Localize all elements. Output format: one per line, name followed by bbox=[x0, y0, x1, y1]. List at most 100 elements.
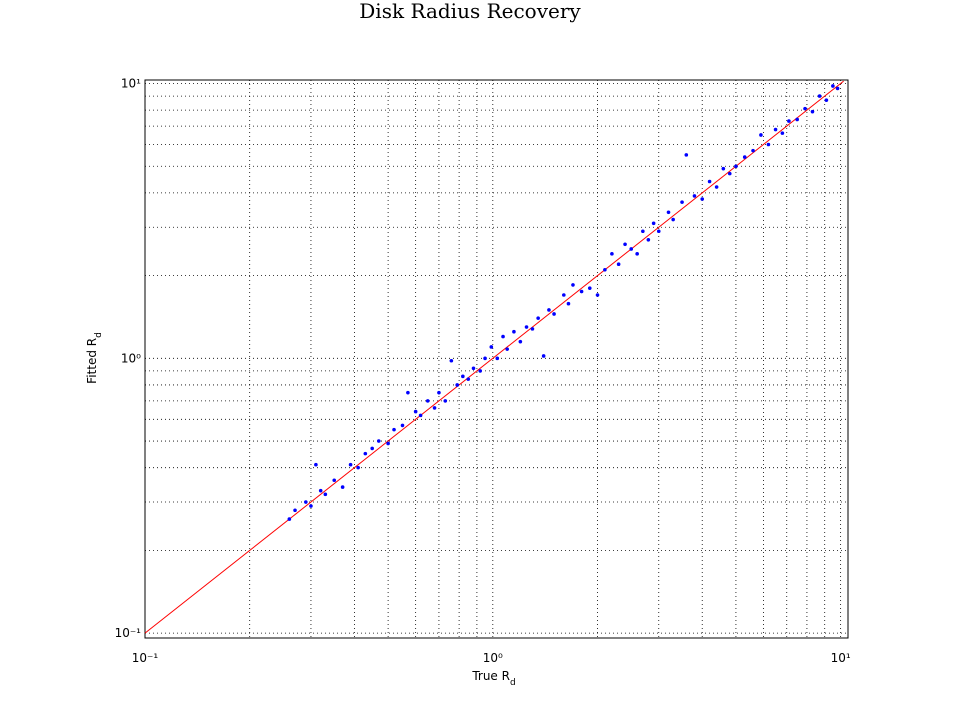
plot-frame bbox=[144, 79, 849, 639]
data-point bbox=[759, 133, 763, 137]
data-point bbox=[552, 312, 556, 316]
data-point bbox=[318, 488, 323, 493]
data-point bbox=[547, 308, 551, 312]
data-point bbox=[370, 446, 374, 451]
data-point bbox=[623, 242, 627, 247]
data-point bbox=[656, 229, 661, 234]
data-point bbox=[666, 210, 671, 215]
data-point bbox=[835, 86, 840, 91]
data-point bbox=[810, 109, 815, 114]
data-point bbox=[562, 293, 566, 297]
data-point bbox=[449, 358, 454, 363]
data-point bbox=[418, 413, 423, 418]
data-point bbox=[536, 316, 540, 320]
data-point bbox=[478, 369, 483, 373]
y-axis-label-text: Fitted R bbox=[85, 338, 99, 384]
data-point bbox=[530, 327, 535, 331]
data-point bbox=[751, 148, 755, 153]
data-point bbox=[651, 221, 656, 226]
data-point bbox=[348, 462, 353, 467]
data-point bbox=[466, 377, 471, 381]
data-point bbox=[616, 262, 621, 267]
data-point bbox=[461, 374, 465, 379]
data-point bbox=[714, 185, 719, 189]
data-point bbox=[795, 117, 799, 122]
data-point bbox=[692, 194, 697, 198]
data-point bbox=[356, 465, 360, 470]
data-point bbox=[400, 423, 405, 428]
data-point bbox=[571, 283, 575, 287]
data-point bbox=[773, 127, 778, 132]
data-point bbox=[323, 492, 328, 497]
data-point bbox=[501, 334, 505, 339]
data-point bbox=[304, 500, 308, 504]
x-tick-label: 10¹ bbox=[831, 651, 851, 665]
data-point bbox=[309, 504, 313, 508]
data-point bbox=[680, 200, 684, 204]
x-tick-label: 10⁻¹ bbox=[132, 651, 159, 665]
data-point bbox=[579, 289, 584, 294]
data-point bbox=[700, 197, 705, 201]
data-point bbox=[340, 485, 345, 489]
data-point bbox=[721, 166, 726, 171]
x-axis-label: True Rd bbox=[471, 669, 515, 688]
data-point bbox=[629, 247, 634, 251]
data-point bbox=[471, 366, 476, 371]
data-point bbox=[455, 383, 460, 387]
y-axis-label: Fitted Rd bbox=[85, 332, 104, 384]
data-point bbox=[587, 286, 592, 290]
y-tick-label: 10¹ bbox=[121, 77, 141, 91]
data-point bbox=[641, 229, 645, 234]
data-point bbox=[787, 119, 791, 123]
data-point bbox=[817, 94, 822, 98]
data-point bbox=[483, 356, 487, 361]
data-point bbox=[524, 325, 529, 329]
data-point bbox=[541, 354, 546, 358]
data-point bbox=[646, 237, 651, 242]
data-point bbox=[824, 98, 829, 102]
data-point bbox=[512, 329, 516, 334]
data-point bbox=[684, 153, 689, 157]
x-axis-label-subscript: d bbox=[510, 678, 516, 688]
data-point bbox=[603, 267, 607, 272]
data-point bbox=[734, 164, 738, 169]
data-point bbox=[432, 406, 437, 410]
x-axis-label-text: True R bbox=[471, 669, 510, 683]
data-point bbox=[766, 142, 771, 147]
data-point bbox=[489, 345, 494, 349]
data-point bbox=[314, 462, 318, 467]
data-point bbox=[406, 390, 410, 395]
data-point bbox=[425, 399, 430, 403]
data-point bbox=[413, 409, 418, 414]
data-point bbox=[831, 84, 835, 88]
data-point bbox=[566, 301, 571, 306]
data-point bbox=[505, 347, 510, 351]
y-tick-label: 10⁰ bbox=[121, 351, 141, 365]
data-point bbox=[287, 517, 292, 521]
data-point bbox=[518, 339, 523, 344]
data-point bbox=[742, 155, 747, 159]
data-point bbox=[727, 171, 732, 176]
data-point bbox=[803, 106, 807, 111]
data-point bbox=[595, 293, 600, 297]
data-point bbox=[610, 252, 614, 256]
chart-title: Disk Radius Recovery bbox=[359, 0, 581, 23]
data-point bbox=[707, 179, 712, 184]
data-point bbox=[671, 217, 675, 222]
data-point bbox=[293, 508, 297, 513]
data-point bbox=[332, 478, 337, 483]
data-point bbox=[376, 439, 381, 443]
x-tick-label: 10⁰ bbox=[483, 651, 503, 665]
data-point bbox=[443, 399, 448, 403]
data-point bbox=[392, 427, 396, 432]
reference-line bbox=[144, 80, 844, 634]
data-point bbox=[386, 441, 390, 446]
data-point bbox=[363, 451, 368, 456]
data-point bbox=[437, 390, 441, 395]
y-tick-label: 10⁻¹ bbox=[115, 626, 142, 640]
data-point bbox=[635, 252, 639, 256]
y-axis-label-subscript: d bbox=[94, 332, 104, 338]
data-point bbox=[780, 131, 785, 135]
data-point bbox=[495, 356, 500, 361]
